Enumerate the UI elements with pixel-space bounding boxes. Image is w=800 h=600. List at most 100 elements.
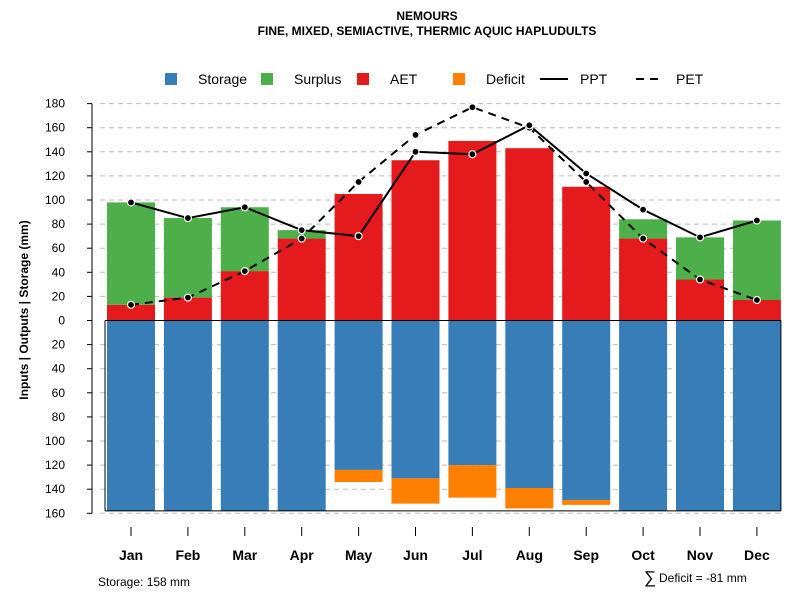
- chart-subtitle: FINE, MIXED, SEMIACTIVE, THERMIC AQUIC H…: [258, 24, 597, 38]
- deficit-bar: [391, 478, 440, 504]
- storage-bar: [220, 320, 269, 511]
- storage-bar: [505, 320, 554, 488]
- y-tick-label: 160: [45, 121, 65, 135]
- aet-bar: [619, 238, 668, 321]
- pet-point: [183, 293, 192, 302]
- month-label: Nov: [687, 547, 714, 563]
- storage-note: Storage: 158 mm: [98, 575, 190, 589]
- storage-bar: [619, 320, 668, 511]
- pet-point: [468, 103, 477, 112]
- y-tick-label: 140: [45, 482, 65, 496]
- ppt-point: [126, 198, 136, 207]
- y-tick-label: 160: [45, 506, 65, 520]
- ppt-point: [695, 233, 705, 242]
- ppt-point: [183, 213, 192, 223]
- aet-bar: [277, 238, 326, 321]
- deficit-bar: [448, 465, 497, 498]
- ppt-point: [752, 216, 762, 225]
- pet-point: [297, 234, 306, 243]
- storage-bar: [163, 320, 212, 511]
- aet-bar: [732, 300, 781, 321]
- month-label: Feb: [175, 547, 200, 563]
- pet-point: [411, 130, 420, 140]
- month-label: Apr: [290, 547, 315, 563]
- surplus-bar: [732, 220, 781, 301]
- legend-label-storage: Storage: [198, 71, 247, 87]
- ppt-point: [411, 147, 420, 156]
- storage-bar: [107, 320, 155, 511]
- y-axis-label: Inputs | Outputs | Storage (mm): [17, 220, 31, 399]
- surplus-bar: [619, 219, 668, 239]
- month-label: Aug: [516, 547, 543, 563]
- storage-bar: [732, 320, 781, 511]
- storage-bar: [676, 320, 724, 511]
- y-tick-label: 120: [45, 169, 65, 183]
- deficit-sum-icon: ∑: [644, 568, 656, 587]
- surplus-bar: [107, 202, 155, 305]
- pet-line: [130, 106, 758, 306]
- aet-bar: [163, 297, 212, 321]
- y-tick-label: 60: [52, 386, 66, 400]
- series-points: [126, 103, 762, 309]
- deficit-bars: [334, 465, 611, 509]
- y-tick-label: 40: [52, 265, 66, 279]
- gridlines: [100, 103, 784, 514]
- x-axis: Jan Feb Mar Apr May Jun Jul Aug Sep Oct Nov Dec: [119, 527, 770, 563]
- surplus-bar: [676, 237, 724, 280]
- storage-bars: [107, 320, 781, 511]
- y-tick-label: 40: [52, 362, 66, 376]
- y-tick-label: 0: [58, 314, 65, 328]
- y-axis: 180 160 140 120 100 80 60 40 20 0 20 40 60 80 100 120 14…: [45, 97, 93, 520]
- pet-point: [240, 266, 249, 276]
- aet-bar: [448, 140, 497, 321]
- y-tick-label: 100: [45, 434, 65, 448]
- pet-point: [582, 177, 591, 187]
- legend-label-pet: PET: [676, 71, 704, 87]
- y-tick-label: 120: [45, 458, 65, 472]
- aet-bar: [107, 304, 155, 321]
- storage-bar: [391, 320, 440, 479]
- legend-swatch-aet: [357, 73, 369, 85]
- ppt-line: [130, 124, 758, 239]
- month-label: Oct: [631, 547, 655, 563]
- y-tick-label: 20: [52, 289, 66, 303]
- month-label: Dec: [744, 547, 770, 563]
- aet-bar: [505, 148, 554, 321]
- zero-line-group: [104, 320, 782, 512]
- deficit-bar: [334, 469, 383, 482]
- y-tick-label: 100: [45, 193, 65, 207]
- storage-bar: [277, 320, 326, 511]
- month-label: Sep: [573, 547, 599, 563]
- y-tick-label: 80: [52, 410, 66, 424]
- month-label: Jul: [462, 547, 482, 563]
- surplus-bar: [277, 230, 326, 239]
- ppt-point: [582, 169, 591, 178]
- surplus-bars: [107, 202, 781, 305]
- aet-bar: [676, 279, 724, 321]
- ppt-point: [354, 232, 363, 241]
- deficit-bar: [562, 500, 611, 505]
- pet-point: [126, 300, 136, 309]
- aet-bar: [562, 186, 611, 321]
- legend-swatch-deficit: [453, 73, 465, 85]
- surplus-bar: [163, 218, 212, 298]
- deficit-bar: [505, 487, 554, 509]
- y-tick-label: 140: [45, 145, 65, 159]
- legend-label-ppt: PPT: [580, 71, 608, 87]
- ppt-point: [638, 205, 648, 214]
- y-tick-label: 80: [52, 217, 66, 231]
- storage-bar: [334, 320, 383, 470]
- month-label: Jun: [403, 547, 428, 563]
- series-lines: [130, 106, 758, 306]
- deficit-note: Deficit = -81 mm: [659, 571, 747, 585]
- pet-point: [354, 177, 363, 187]
- y-tick-label: 20: [52, 338, 66, 352]
- month-label: May: [345, 547, 372, 563]
- month-label: Mar: [232, 547, 257, 563]
- chart-title: NEMOURS: [396, 9, 457, 23]
- month-label: Jan: [119, 547, 143, 563]
- legend: Storage Surplus AET Deficit PPT PET: [165, 71, 704, 87]
- legend-swatch-surplus: [261, 73, 273, 85]
- ppt-point: [525, 121, 534, 130]
